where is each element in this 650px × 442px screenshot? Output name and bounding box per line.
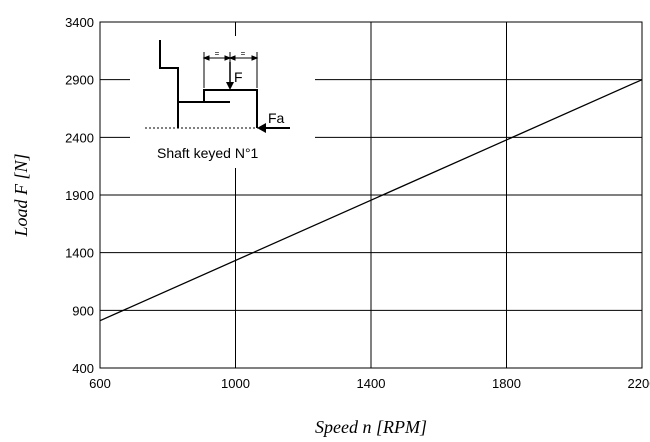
dimension-label-right: = xyxy=(241,49,246,58)
y-tick-label: 2900 xyxy=(65,73,94,88)
inset-caption: Shaft keyed N°1 xyxy=(157,145,259,161)
plot-frame xyxy=(99,21,643,369)
load-arrow xyxy=(226,62,234,90)
grid xyxy=(99,21,643,369)
y-axis-title: Load F [N] xyxy=(11,153,31,237)
x-tick-label: 1400 xyxy=(357,376,386,391)
y-tick-label: 900 xyxy=(72,303,94,318)
y-tick-label: 1400 xyxy=(65,246,94,261)
shaft-inset: = = F Fa Shaft keyed N°1 xyxy=(130,36,315,168)
series-line xyxy=(99,79,643,322)
tick-labels: 600 1000 1400 1800 2200 400 900 1400 1900 2400 290… xyxy=(65,15,650,391)
x-tick-label: 1800 xyxy=(492,376,521,391)
x-axis-title: Speed n [RPM] xyxy=(315,417,427,437)
x-tick-label: 600 xyxy=(89,376,111,391)
y-tick-label: 2400 xyxy=(65,130,94,145)
shaft-profile xyxy=(159,40,258,128)
series-layer xyxy=(99,79,643,322)
x-tick-label: 1000 xyxy=(221,376,250,391)
dimension-label-left: = xyxy=(215,49,220,58)
load-label: F xyxy=(234,69,243,85)
axial-arrow xyxy=(257,123,290,133)
y-tick-label: 400 xyxy=(72,361,94,376)
axial-load-label: Fa xyxy=(268,110,285,126)
y-tick-label: 1900 xyxy=(65,188,94,203)
x-tick-label: 2200 xyxy=(628,376,650,391)
y-tick-label: 3400 xyxy=(65,15,94,30)
